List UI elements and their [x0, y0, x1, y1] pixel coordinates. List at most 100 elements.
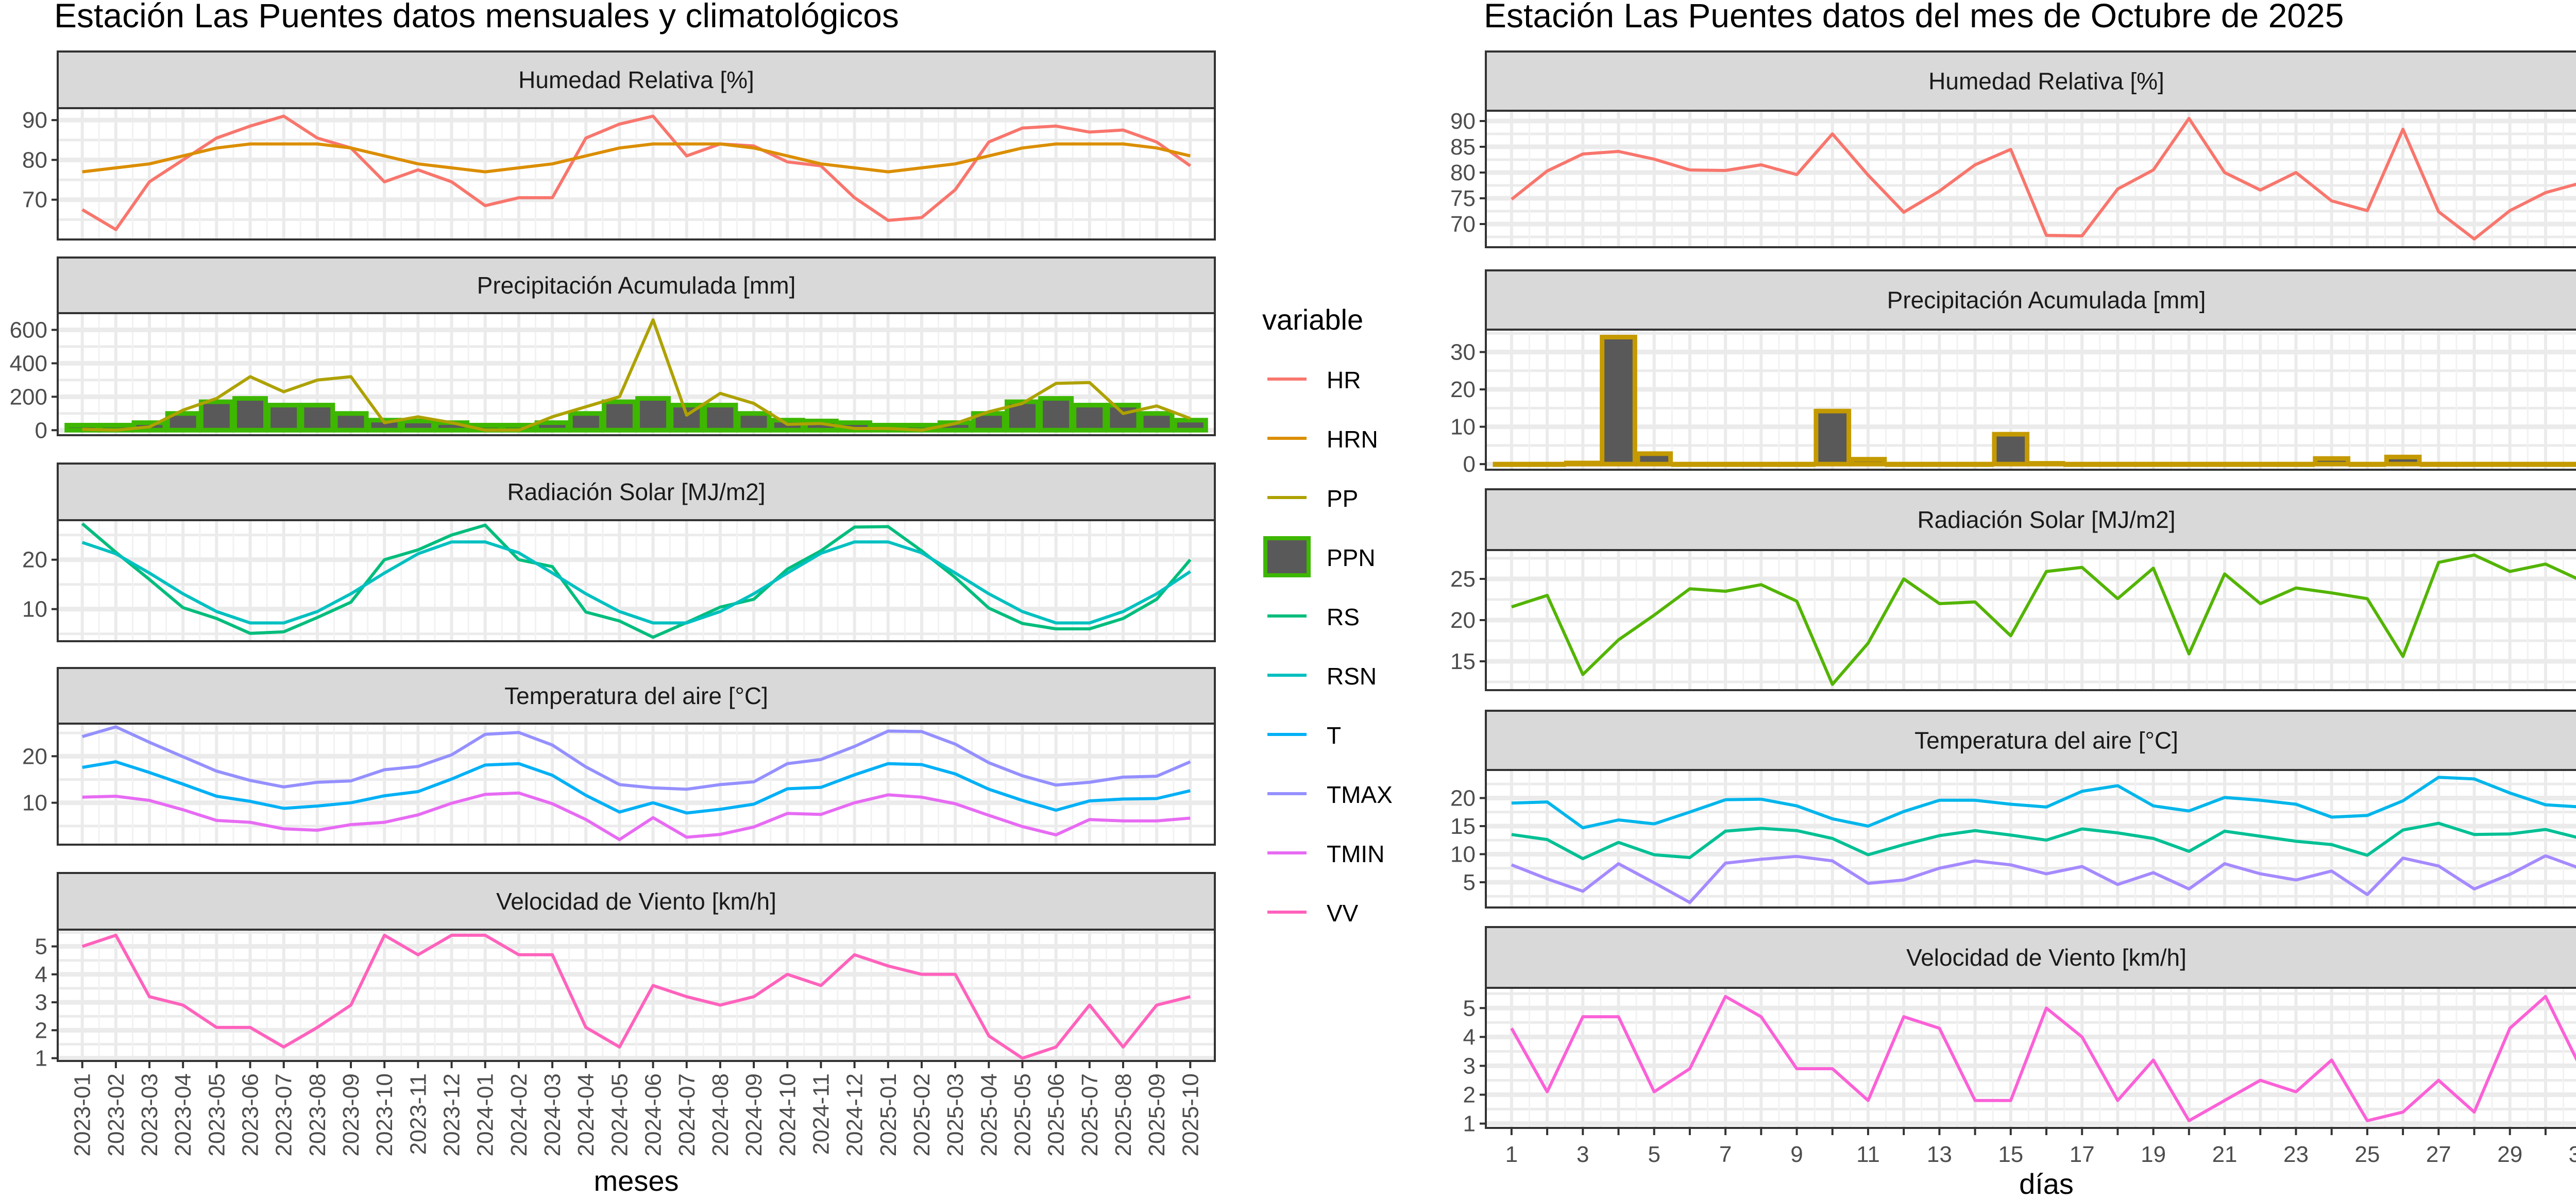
legend-title: variable [1262, 303, 1363, 336]
y-tick-label: 2 [35, 1018, 47, 1043]
x-tick-label: 2024-05 [607, 1073, 632, 1156]
panel-strip-label: Temperatura del aire [°C] [1914, 727, 2178, 754]
series-line-TMIN [82, 791, 1191, 842]
bar-PP [2455, 461, 2493, 467]
y-tick-label: 90 [22, 108, 47, 133]
x-tick-label: 2023-01 [70, 1073, 95, 1156]
bar-PPN [635, 396, 671, 433]
legend-label-HRN: HRN [1327, 426, 1378, 453]
bar-PPN [266, 403, 302, 433]
bar-PPN [198, 399, 234, 433]
bar-PPN [1139, 411, 1175, 433]
legend-key-PPN [1263, 536, 1311, 577]
x-axis-title: meses [594, 1164, 679, 1197]
panel-border [57, 519, 1216, 642]
x-tick-label: 23 [2283, 1142, 2309, 1167]
x-tick-label: 2023-07 [272, 1073, 297, 1156]
panel-0: Humedad Relativa [%] 70 80 90 [22, 50, 1216, 241]
bar-PP [2134, 461, 2172, 467]
series-line-RSN [81, 540, 1191, 625]
x-tick-label: 2024-06 [641, 1073, 666, 1156]
x-tick-label: 2025-01 [876, 1073, 901, 1156]
x-tick-label: 2023-02 [104, 1073, 129, 1156]
y-tick-label: 80 [1450, 160, 1476, 185]
x-tick-label: 2023-10 [372, 1073, 397, 1156]
x-tick-label: 27 [2426, 1142, 2451, 1167]
panel-border [1485, 549, 2576, 691]
panel-border [1485, 329, 2576, 471]
bar-PP [1564, 460, 1602, 467]
x-tick-label: 17 [2070, 1142, 2095, 1167]
panel-2: Radiación Solar [MJ/m2] 10 20 [22, 463, 1216, 642]
bar-PP [1600, 335, 1637, 467]
y-tick-label: 5 [1463, 870, 1476, 895]
series-line-TMIN [1511, 854, 2576, 904]
x-tick-label: 2023-04 [171, 1073, 196, 1156]
bar-PPN [534, 420, 570, 433]
bar-PP [2313, 456, 2351, 467]
y-tick-label: 20 [1450, 785, 1476, 811]
x-tick-label: 11 [1856, 1142, 1880, 1167]
x-tick-label: 2024-11 [808, 1073, 834, 1155]
x-tick-label: 2024-09 [741, 1073, 767, 1156]
y-tick-label: 400 [10, 351, 47, 376]
panel-strip [1485, 710, 2576, 771]
panel-border [57, 929, 1216, 1062]
panel-border [1485, 769, 2576, 909]
bar-PPN [736, 411, 772, 433]
panel-strip [1485, 50, 2576, 112]
legend: variable HR HRN PP PPN RS RSN T TMAX TMIN VV [1262, 303, 1393, 927]
series-line-RS [81, 522, 1192, 639]
bar-PP [2099, 461, 2137, 467]
panel-strip-label: Velocidad de Viento [km/h] [1906, 944, 2187, 971]
legend-label-PPN: PPN [1327, 544, 1376, 571]
y-tick-label: 1 [1463, 1111, 1476, 1137]
bar-PPN [1038, 396, 1074, 433]
x-tick-label: 2024-08 [708, 1073, 733, 1156]
x-tick-label: 5 [1648, 1142, 1660, 1167]
right-chart-title: Estación Las Puentes datos del mes de Oc… [1484, 0, 2344, 35]
series-line-T [1511, 821, 2576, 861]
bar-PP [1706, 461, 1744, 467]
bar-PP [1849, 457, 1887, 467]
x-tick-label: 2025-06 [1044, 1073, 1069, 1156]
x-tick-label: 2025-07 [1077, 1073, 1103, 1156]
legend-label-RSN: RSN [1327, 663, 1377, 690]
y-tick-label: 30 [1450, 340, 1476, 365]
bar-PPN [1072, 403, 1108, 433]
bar-PP [1992, 432, 2030, 467]
panel-strip [57, 256, 1216, 314]
x-axis: 2023-01 2023-02 2023-03 2023-04 2023-05 2023-… [70, 1061, 1203, 1197]
y-tick-label: 4 [1463, 1024, 1476, 1050]
bar-PPN [232, 396, 268, 433]
plot-background [1486, 111, 2576, 247]
left-chart-title: Estación Las Puentes datos mensuales y c… [54, 0, 899, 35]
panel-strip-label: Radiación Solar [MJ/m2] [1917, 506, 2175, 533]
series-line-VV [1510, 995, 2576, 1122]
y-tick-label: 70 [22, 187, 47, 213]
bar-PP [1635, 451, 1673, 467]
x-tick-label: 2025-10 [1178, 1073, 1203, 1156]
x-tick-label: 31 [2569, 1142, 2576, 1167]
series-line-TMAX [81, 725, 1191, 791]
series-line-PP [82, 318, 1191, 432]
x-tick-label: 15 [1998, 1142, 2023, 1167]
x-tick-label: 13 [1927, 1142, 1952, 1167]
legend-label-PP: PP [1327, 485, 1358, 512]
x-tick-label: 2025-02 [909, 1073, 935, 1156]
panel-border [1485, 110, 2576, 248]
x-tick-label: 2023-12 [439, 1073, 465, 1156]
panel-3: Temperatura del aire [°C] 5 10 15 20 [1450, 710, 2576, 909]
x-tick-label: 2025-03 [943, 1073, 968, 1156]
series-line-HRN [82, 142, 1191, 174]
bar-PPN [669, 403, 705, 433]
panel-strip-label: Radiación Solar [MJ/m2] [507, 478, 765, 505]
y-tick-label: 0 [35, 418, 47, 443]
bar-PP [2206, 461, 2244, 467]
bar-PP [1885, 461, 1923, 467]
y-tick-label: 15 [1450, 814, 1476, 839]
x-tick-label: 2025-09 [1144, 1073, 1170, 1156]
